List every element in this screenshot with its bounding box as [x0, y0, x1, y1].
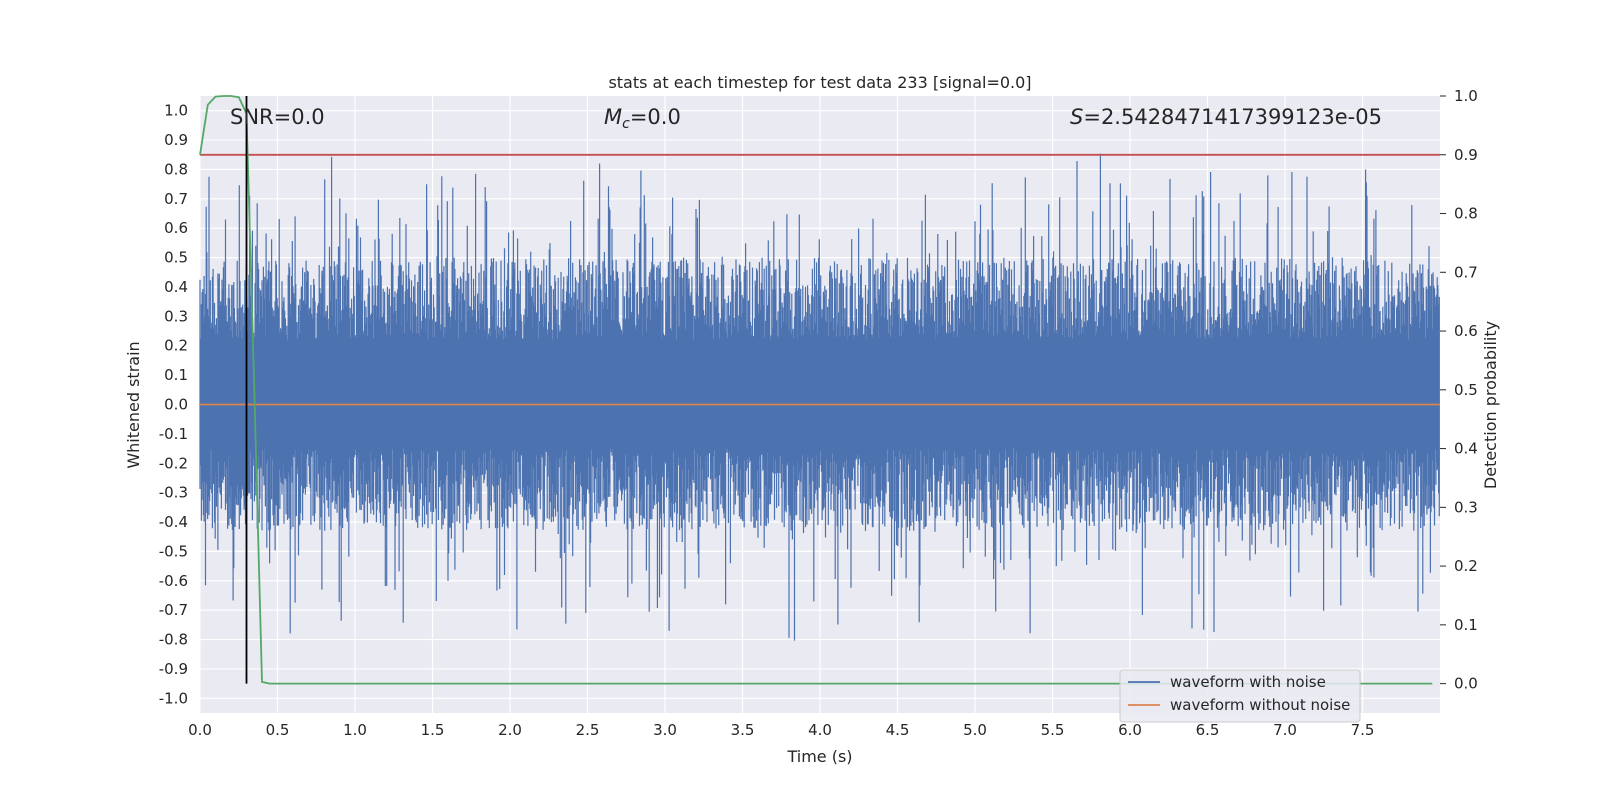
- y-tick-label: -0.8: [159, 631, 188, 649]
- y-axis-title: Whitened strain: [124, 341, 143, 468]
- x-axis-title: Time (s): [786, 747, 852, 766]
- y-tick-label: 0.6: [164, 219, 188, 237]
- y-axis-right-ticks: 1.0 0.9 0.8 0.7 0.6 0.5 0.4 0.3 0.2 0.1 0.0: [1440, 87, 1478, 693]
- y-right-tick-label: 0.4: [1454, 440, 1478, 458]
- y-right-tick-label: 0.9: [1454, 146, 1478, 164]
- chirp-mass-annotation: Mc=0.0: [604, 105, 681, 132]
- y-tick-label: 0.8: [164, 160, 188, 178]
- x-tick-label: 2.0: [498, 721, 522, 739]
- y-tick-label: 0.4: [164, 278, 188, 296]
- x-tick-label: 7.0: [1273, 721, 1297, 739]
- y-right-tick-label: 0.2: [1454, 557, 1478, 575]
- x-tick-label: 4.5: [886, 721, 910, 739]
- y-right-tick-label: 0.6: [1454, 322, 1478, 340]
- x-tick-label: 1.0: [343, 721, 367, 739]
- y-tick-label: -1.0: [159, 689, 188, 707]
- chirp-mass-symbol: M: [604, 105, 622, 129]
- y-tick-label: -0.4: [159, 513, 188, 531]
- x-tick-label: 5.0: [963, 721, 987, 739]
- x-tick-label: 0.5: [266, 721, 290, 739]
- snr-annotation: SNR=0.0: [230, 105, 325, 129]
- y-axis-left-ticks: 1.0 0.9 0.8 0.7 0.6 0.5 0.4 0.3 0.2 0.1 0.0 -0.1 -0.…: [159, 102, 188, 708]
- legend: waveform with noise waveform without noi…: [1119, 669, 1361, 723]
- series-waveform-with-noise: [199, 153, 1440, 641]
- legend-label-clean: waveform without noise: [1170, 696, 1350, 714]
- series-lines: [199, 95, 1440, 685]
- y-tick-label: 0.9: [164, 131, 188, 149]
- s-value: =2.5428471417399123e-05: [1083, 105, 1382, 129]
- y-tick-label: -0.7: [159, 601, 188, 619]
- x-tick-label: 5.5: [1041, 721, 1065, 739]
- s-symbol: S: [1070, 105, 1083, 129]
- x-tick-label: 7.5: [1351, 721, 1375, 739]
- y-tick-label: 0.0: [164, 396, 188, 414]
- y-axis-right-title: Detection probability: [1481, 321, 1500, 489]
- x-tick-label: 6.0: [1118, 721, 1142, 739]
- s-annotation: S=2.5428471417399123e-05: [1070, 105, 1382, 129]
- y-tick-label: -0.2: [159, 454, 188, 472]
- chirp-mass-subscript: c: [622, 116, 630, 132]
- x-tick-label: 0.0: [188, 721, 212, 739]
- x-tick-label: 1.5: [421, 721, 445, 739]
- x-tick-label: 3.5: [731, 721, 755, 739]
- y-tick-label: 1.0: [164, 102, 188, 120]
- y-tick-label: -0.6: [159, 572, 188, 590]
- y-tick-label: -0.1: [159, 425, 188, 443]
- y-right-tick-label: 1.0: [1454, 87, 1478, 105]
- y-tick-label: 0.7: [164, 190, 188, 208]
- y-right-tick-label: 0.8: [1454, 205, 1478, 223]
- x-tick-label: 2.5: [576, 721, 600, 739]
- x-tick-label: 4.0: [808, 721, 832, 739]
- y-right-tick-label: 0.5: [1454, 381, 1478, 399]
- y-tick-label: 0.3: [164, 307, 188, 325]
- chart-title: stats at each timestep for test data 233…: [608, 73, 1031, 92]
- x-tick-label: 6.5: [1196, 721, 1220, 739]
- y-right-tick-label: 0.1: [1454, 616, 1478, 634]
- x-axis-ticks: 0.0 0.5 1.0 1.5 2.0 2.5 3.0 3.5 4.0 4.5 5.0 5.5 6.0 6…: [188, 721, 1374, 739]
- y-tick-label: -0.5: [159, 542, 188, 560]
- legend-box: [1119, 669, 1361, 723]
- y-right-tick-label: 0.0: [1454, 675, 1478, 693]
- y-tick-label: 0.5: [164, 249, 188, 267]
- legend-label-noise: waveform with noise: [1170, 673, 1326, 691]
- y-right-tick-label: 0.7: [1454, 263, 1478, 281]
- y-tick-label: -0.9: [159, 660, 188, 678]
- y-right-tick-label: 0.3: [1454, 498, 1478, 516]
- x-tick-label: 3.0: [653, 721, 677, 739]
- detection-probability-line: [199, 95, 1433, 685]
- noise-waveform-path: [199, 153, 1440, 641]
- chirp-mass-value: =0.0: [630, 105, 681, 129]
- y-tick-label: 0.2: [164, 337, 188, 355]
- y-tick-label: -0.3: [159, 484, 188, 502]
- y-tick-label: 0.1: [164, 366, 188, 384]
